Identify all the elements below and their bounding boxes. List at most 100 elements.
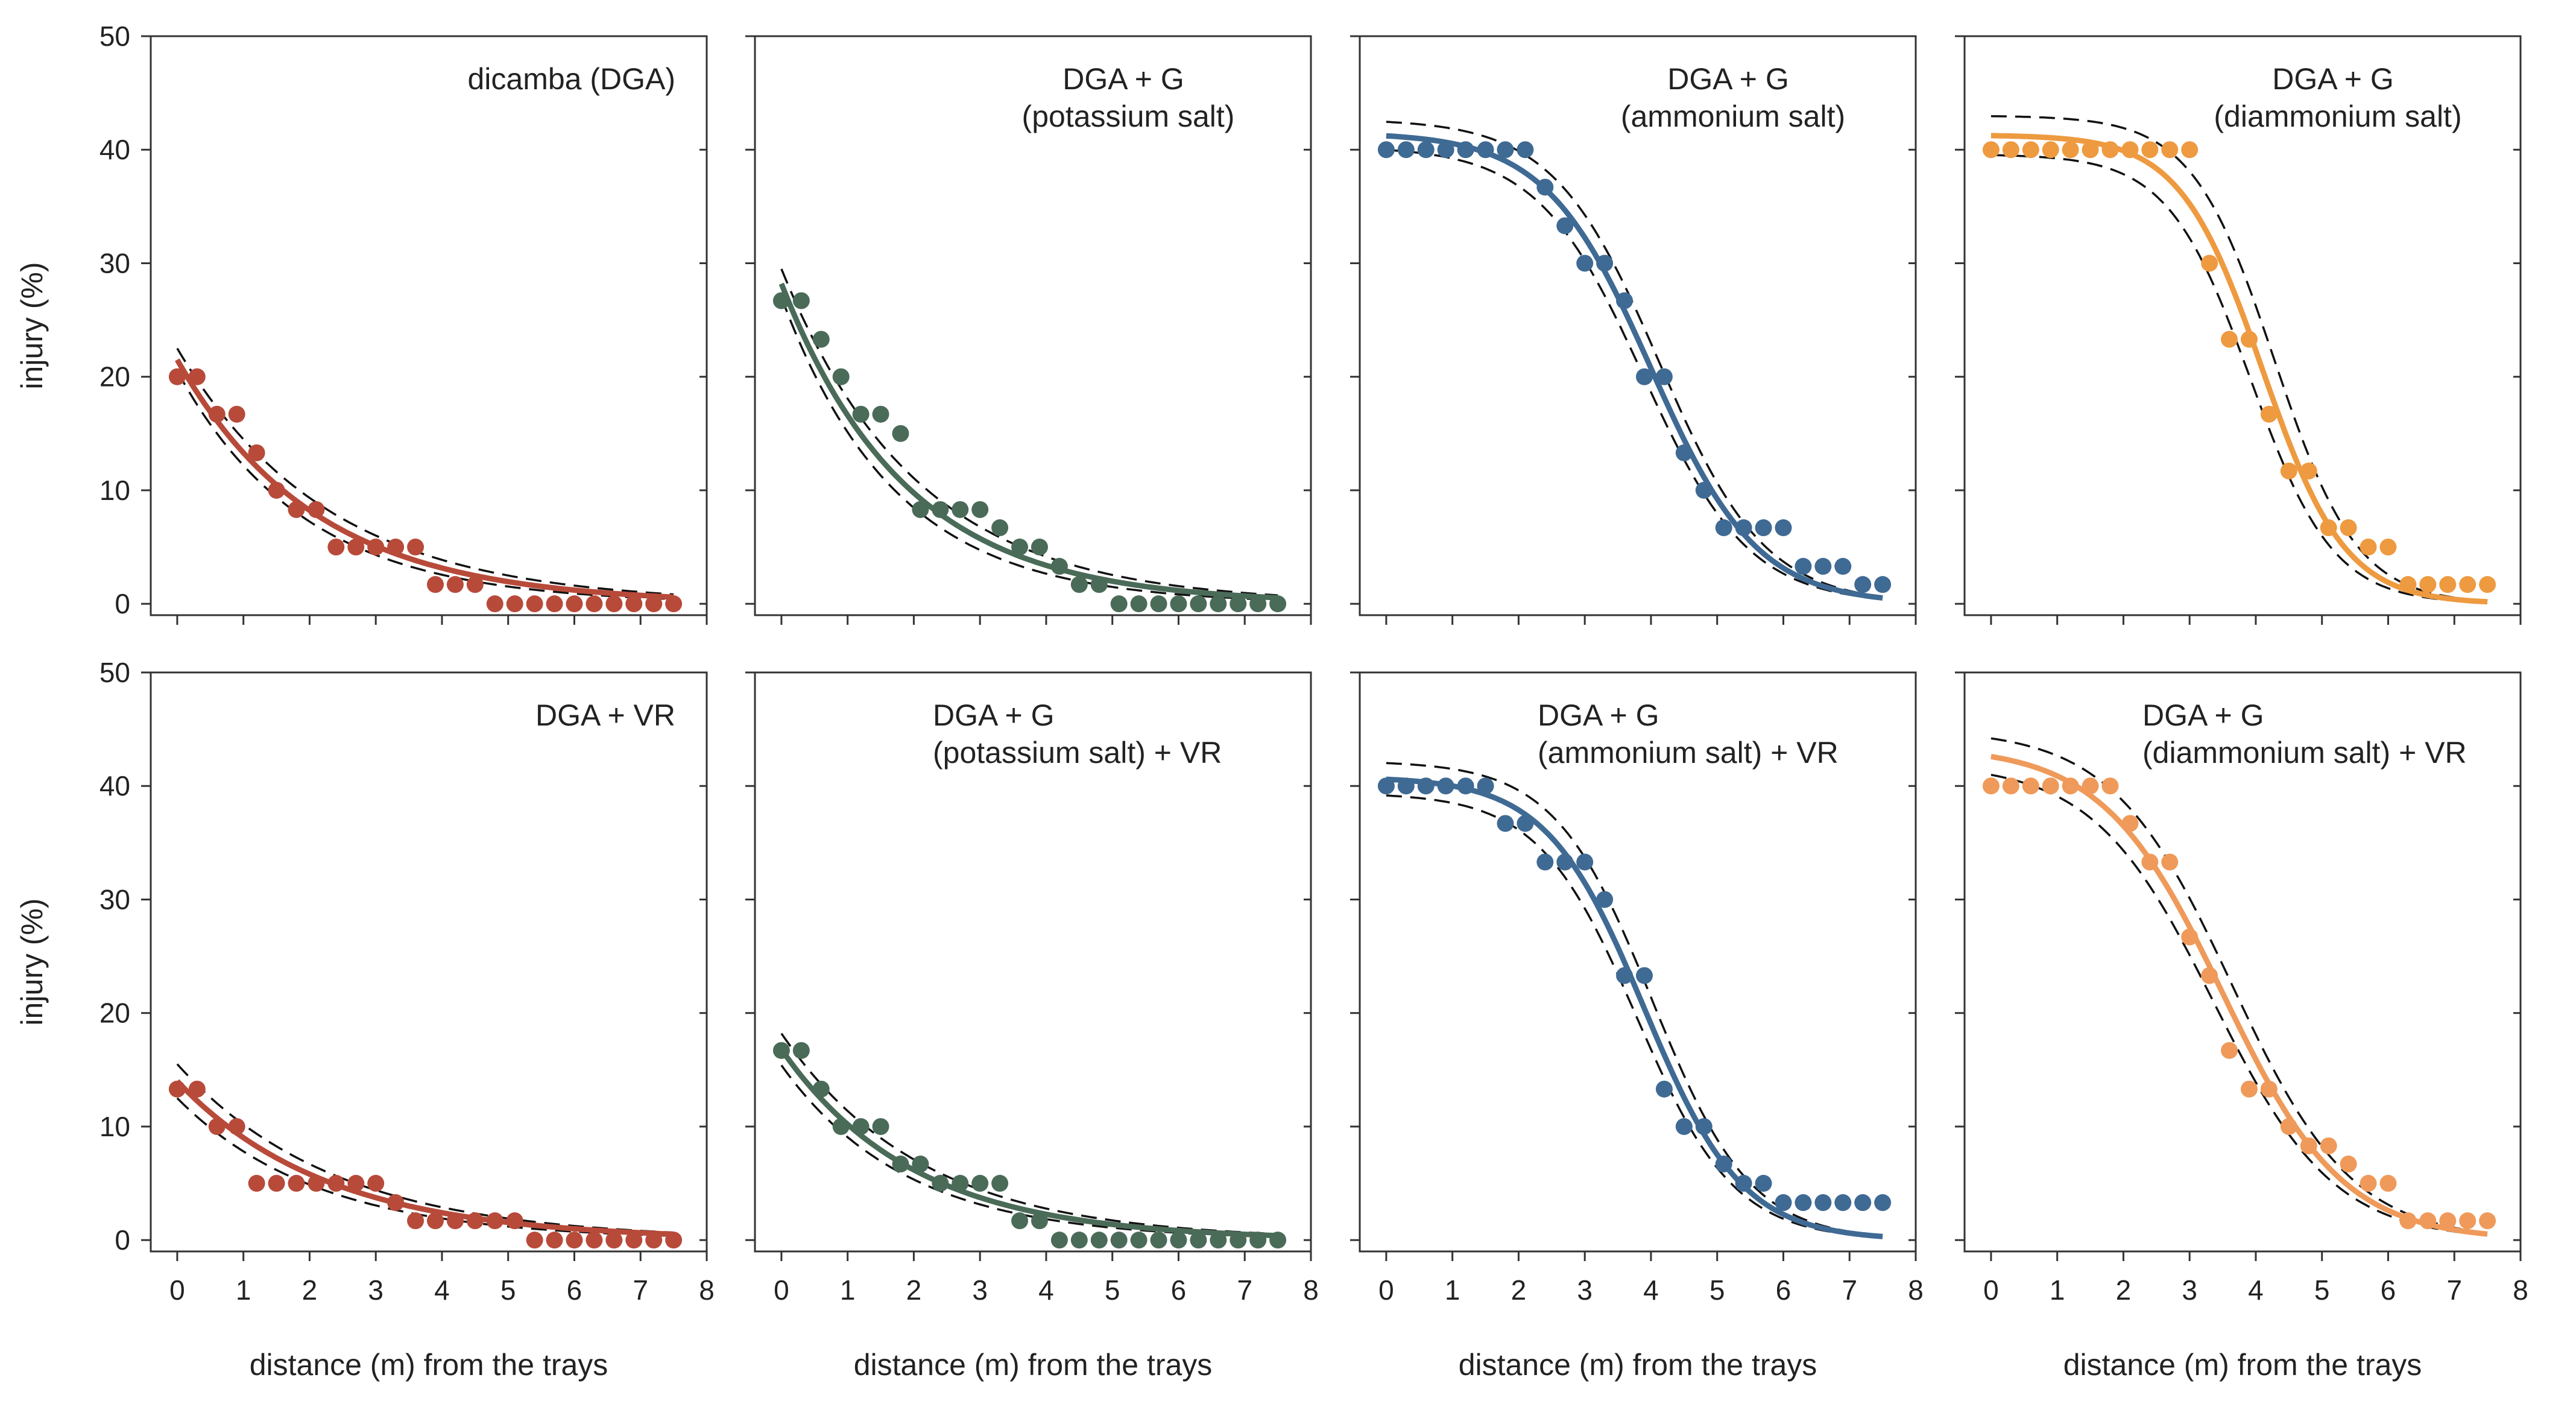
- data-point: [952, 1175, 969, 1192]
- data-point: [288, 501, 305, 518]
- data-point: [2340, 1156, 2357, 1173]
- data-point: [367, 539, 385, 556]
- data-point: [308, 501, 325, 518]
- data-point: [2062, 777, 2079, 795]
- data-point: [2121, 815, 2139, 832]
- data-point: [772, 292, 790, 309]
- data-point: [1635, 967, 1653, 984]
- data-point: [2320, 519, 2337, 537]
- fit-line: [1990, 753, 2488, 1237]
- data-point: [2082, 141, 2099, 159]
- data-point: [1011, 539, 1029, 556]
- data-point: [1437, 141, 1454, 159]
- data-point: [1755, 1175, 1772, 1192]
- fit-line: [779, 1048, 1278, 1239]
- x-tick-label: 8: [699, 1274, 715, 1306]
- data-point: [1556, 853, 1574, 871]
- data-point: [347, 1175, 365, 1192]
- data-point: [625, 595, 643, 613]
- x-tick-label: 0: [774, 1274, 789, 1306]
- y-axis-label: injury (%): [15, 898, 49, 1025]
- data-point: [832, 368, 850, 385]
- data-point: [2201, 255, 2218, 272]
- ci-upper-line: [1990, 737, 2488, 1234]
- fit-line: [175, 1079, 674, 1237]
- x-tick-label: 5: [1709, 1274, 1725, 1306]
- data-point: [892, 1156, 909, 1173]
- data-point: [268, 1175, 285, 1192]
- data-point: [1210, 1232, 1227, 1249]
- y-tick-label: 20: [99, 361, 130, 393]
- panel-4: DGA + G (diammonium salt): [1955, 35, 2522, 625]
- data-point: [2221, 1042, 2238, 1059]
- data-point: [1070, 576, 1088, 593]
- y-axis-label: injury (%): [15, 262, 49, 389]
- panel-title-line: DGA + G: [1538, 698, 1659, 732]
- data-point: [912, 501, 929, 518]
- panel-1: 0 10 20 30 40 50 dicamba (DGA) injury (%): [15, 21, 708, 625]
- data-point: [1417, 777, 1435, 795]
- x-tick-label: 1: [1445, 1274, 1460, 1306]
- data-point: [327, 1175, 345, 1192]
- panel-3: DGA + G (ammonium salt): [1350, 35, 1917, 625]
- data-point: [932, 501, 949, 518]
- data-point: [2240, 330, 2258, 348]
- y-tick-label: 30: [99, 884, 130, 915]
- x-tick-label: 7: [1842, 1274, 1857, 1306]
- data-point: [912, 1156, 929, 1173]
- data-point: [407, 539, 425, 556]
- data-point: [2439, 1212, 2457, 1230]
- data-point: [1090, 576, 1108, 593]
- data-point: [2379, 539, 2397, 556]
- plot-frame: [754, 35, 1312, 616]
- data-point: [2141, 853, 2159, 871]
- data-point: [1110, 595, 1128, 613]
- x-tick-label: 6: [2381, 1274, 2396, 1306]
- x-tick-label: 6: [1171, 1274, 1187, 1306]
- data-point: [2459, 1212, 2477, 1230]
- data-point: [1775, 1194, 1792, 1212]
- data-point: [1695, 1118, 1713, 1135]
- data-point: [892, 425, 909, 442]
- data-point: [1377, 141, 1395, 159]
- ci-lower-line: [1990, 773, 2488, 1236]
- data-point: [506, 1212, 523, 1230]
- data-point: [2101, 777, 2119, 795]
- y-tick-label: 40: [99, 134, 130, 165]
- y-tick-label: 0: [115, 588, 130, 619]
- x-tick-label: 2: [1511, 1274, 1527, 1306]
- x-tick-label: 8: [1303, 1274, 1319, 1306]
- data-point: [1249, 1232, 1267, 1249]
- data-point: [1497, 815, 1514, 832]
- data-point: [1576, 255, 1594, 272]
- data-point: [1517, 815, 1534, 832]
- data-point: [1397, 777, 1415, 795]
- panel-title-line: (potassium salt): [1022, 100, 1235, 133]
- data-point: [228, 1118, 245, 1135]
- data-point: [2419, 576, 2437, 593]
- panel-title-line: (ammonium salt): [1621, 100, 1845, 133]
- data-point: [1031, 539, 1048, 556]
- data-point: [665, 1232, 683, 1249]
- data-point: [1795, 1194, 1812, 1212]
- data-point: [1437, 777, 1454, 795]
- data-point: [1834, 1194, 1852, 1212]
- data-point: [2399, 576, 2417, 593]
- x-tick-label: 5: [1105, 1274, 1120, 1306]
- data-point: [387, 1194, 405, 1212]
- ci-upper-line: [780, 268, 1278, 596]
- x-tick-label: 4: [1038, 1274, 1054, 1306]
- y-tick-label: 40: [99, 770, 130, 802]
- data-point: [792, 1042, 810, 1059]
- data-point: [1170, 1232, 1187, 1249]
- data-point: [1775, 519, 1792, 537]
- data-point: [872, 1118, 889, 1135]
- data-point: [426, 576, 444, 593]
- data-point: [1596, 891, 1614, 908]
- data-point: [1556, 217, 1574, 235]
- data-point: [1130, 1232, 1148, 1249]
- data-point: [506, 595, 523, 613]
- panel-title-line: (potassium salt) + VR: [933, 736, 1222, 770]
